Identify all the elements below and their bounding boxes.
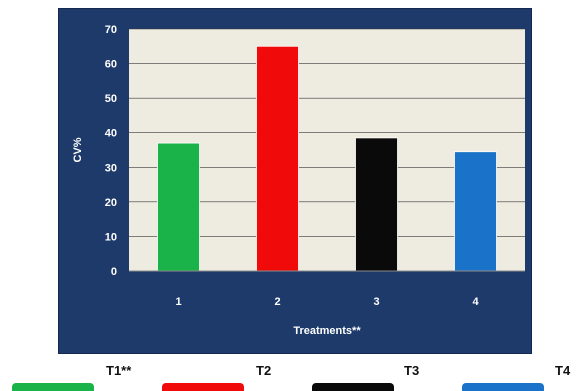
y-tick-label: 30 [105,162,117,174]
y-axis-title: CV% [72,137,84,162]
bar-chart: 0 10 20 30 40 50 60 70 1 2 3 4 CV% Treatments** [72,24,525,337]
y-tick-label: 60 [105,59,117,71]
bar-4 [454,151,497,272]
x-tick-label: 3 [373,296,379,308]
x-tick-label: 1 [175,296,181,308]
x-tick-label: 4 [472,296,479,308]
legend-label-t4: T4 [555,363,571,378]
y-tick-label: 0 [111,266,117,278]
x-axis-title: Treatments** [293,325,361,337]
bar-1 [157,142,200,272]
y-tick-label: 50 [105,93,117,105]
y-axis-ticks: 0 10 20 30 40 50 60 70 [105,24,117,278]
legend-label-t2: T2 [256,363,272,378]
x-tick-label: 2 [274,296,280,308]
bar-2 [256,45,299,272]
legend-label-t3: T3 [404,363,420,378]
bar-3 [355,137,398,272]
x-axis-ticks: 1 2 3 4 [175,296,479,308]
y-tick-label: 10 [105,231,117,243]
y-tick-label: 40 [105,128,117,140]
y-tick-label: 20 [105,197,117,209]
legend-swatch-t4 [462,383,544,391]
chart-panel: 0 10 20 30 40 50 60 70 1 2 3 4 CV% Treatments** [58,8,532,354]
legend-swatch-t2 [162,383,244,391]
legend-swatch-t3 [312,383,394,391]
legend-label-t1: T1** [106,363,132,378]
y-tick-label: 70 [105,24,117,36]
legend-swatch-t1 [12,383,94,391]
